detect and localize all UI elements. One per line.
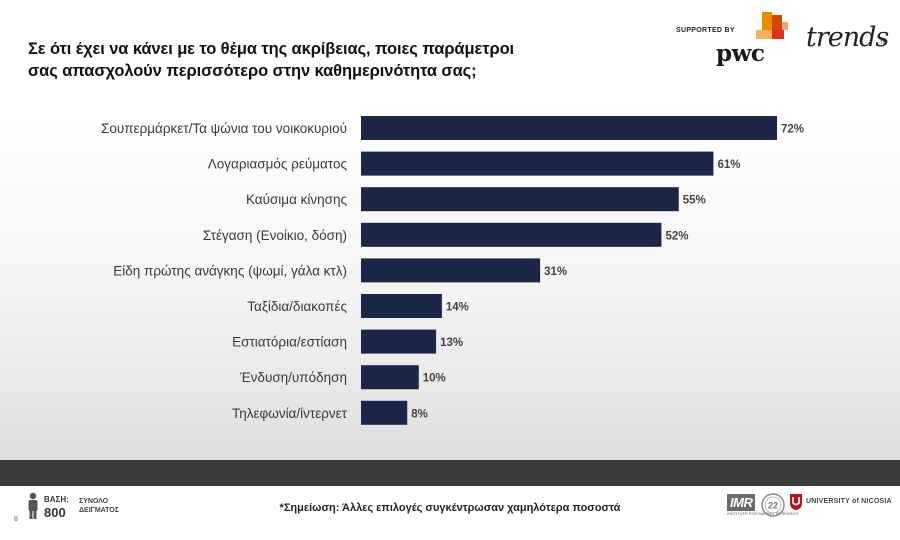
chart-title: Σε ότι έχει να κάνει με το θέμα της ακρί… — [28, 38, 628, 82]
pwc-logo: pwc — [716, 12, 796, 68]
value-label: 52% — [665, 230, 688, 242]
value-label: 13% — [440, 337, 463, 349]
sample-line-1: ΣΥΝΟΛΟ — [79, 498, 109, 505]
supported-by-label: SUPPORTED BY — [676, 27, 735, 34]
anniversary-badge-icon: 22 — [761, 493, 785, 517]
sample-line-2: ΔΕΙΓΜΑΤΟΣ — [79, 507, 119, 514]
pwc-block-4 — [756, 30, 772, 39]
bar — [361, 365, 419, 390]
bar — [361, 258, 541, 283]
bar — [361, 222, 662, 247]
base-label: ΒΑΣΗ: — [44, 495, 69, 504]
value-label: 14% — [446, 302, 469, 314]
pwc-wordmark: pwc — [716, 40, 765, 67]
value-label: 31% — [544, 266, 567, 278]
bar — [361, 329, 437, 354]
value-label: 72% — [781, 124, 804, 136]
category-label: Λογαριασμός ρεύματος — [208, 157, 348, 172]
university-name: UNIVERSITY of NICOSIA — [806, 498, 892, 505]
bar — [361, 187, 679, 212]
badge-number: 22 — [768, 501, 778, 511]
sample-label: ΣΥΝΟΛΟ ΔΕΙΓΜΑΤΟΣ — [79, 497, 129, 515]
person-icon — [28, 492, 38, 519]
bar — [361, 294, 442, 318]
pwc-block-5 — [782, 22, 788, 30]
pwc-block-3 — [772, 30, 784, 39]
base-value: 800 — [44, 505, 66, 520]
university-shield-icon — [790, 494, 802, 510]
category-label: Ταξίδια/διακοπές — [247, 299, 347, 314]
value-label: 55% — [683, 195, 706, 207]
bar — [361, 400, 408, 425]
base-dot: 8 — [14, 516, 18, 523]
category-label: Ένδυση/υπόδηση — [239, 370, 347, 385]
imr-subtitle: INSTITUTE FOR MARKET RESEARCH — [727, 511, 799, 516]
bar — [361, 151, 714, 176]
pwc-blocks-icon — [756, 12, 788, 39]
footer-band — [0, 460, 900, 486]
pwc-block-2 — [772, 15, 782, 30]
trends-logo: trends — [806, 22, 889, 53]
category-label: Είδη πρώτης ανάγκης (ψωμί, γάλα κτλ) — [113, 263, 347, 278]
category-label: Καύσιμα κίνησης — [246, 192, 348, 207]
pwc-block-1 — [762, 12, 772, 30]
bar — [361, 116, 777, 140]
value-label: 8% — [411, 408, 428, 420]
imr-logo: IMR — [727, 494, 756, 511]
value-label: 61% — [717, 159, 740, 171]
category-label: Σουπερμάρκετ/Τα ψώνια του νοικοκυριού — [101, 121, 347, 136]
category-label: Εστιατόρια/εστίαση — [232, 335, 347, 350]
trends-trademark: TM — [880, 40, 888, 46]
category-label: Τηλεφωνία/ίντερνετ — [232, 406, 348, 421]
category-label: Στέγαση (Ενοίκιο, δόση) — [203, 228, 347, 243]
title-line-2: σας απασχολούν περισσότερο στην καθημερι… — [28, 62, 477, 80]
bar-chart: Σουπερμάρκετ/Τα ψώνια του νοικοκυριού 72%… — [101, 116, 804, 425]
footnote: *Σημείωση: Άλλες επιλογές συγκέντρωσαν χ… — [279, 502, 621, 514]
value-label: 10% — [423, 373, 446, 385]
title-line-1: Σε ότι έχει να κάνει με το θέμα της ακρί… — [28, 40, 515, 58]
